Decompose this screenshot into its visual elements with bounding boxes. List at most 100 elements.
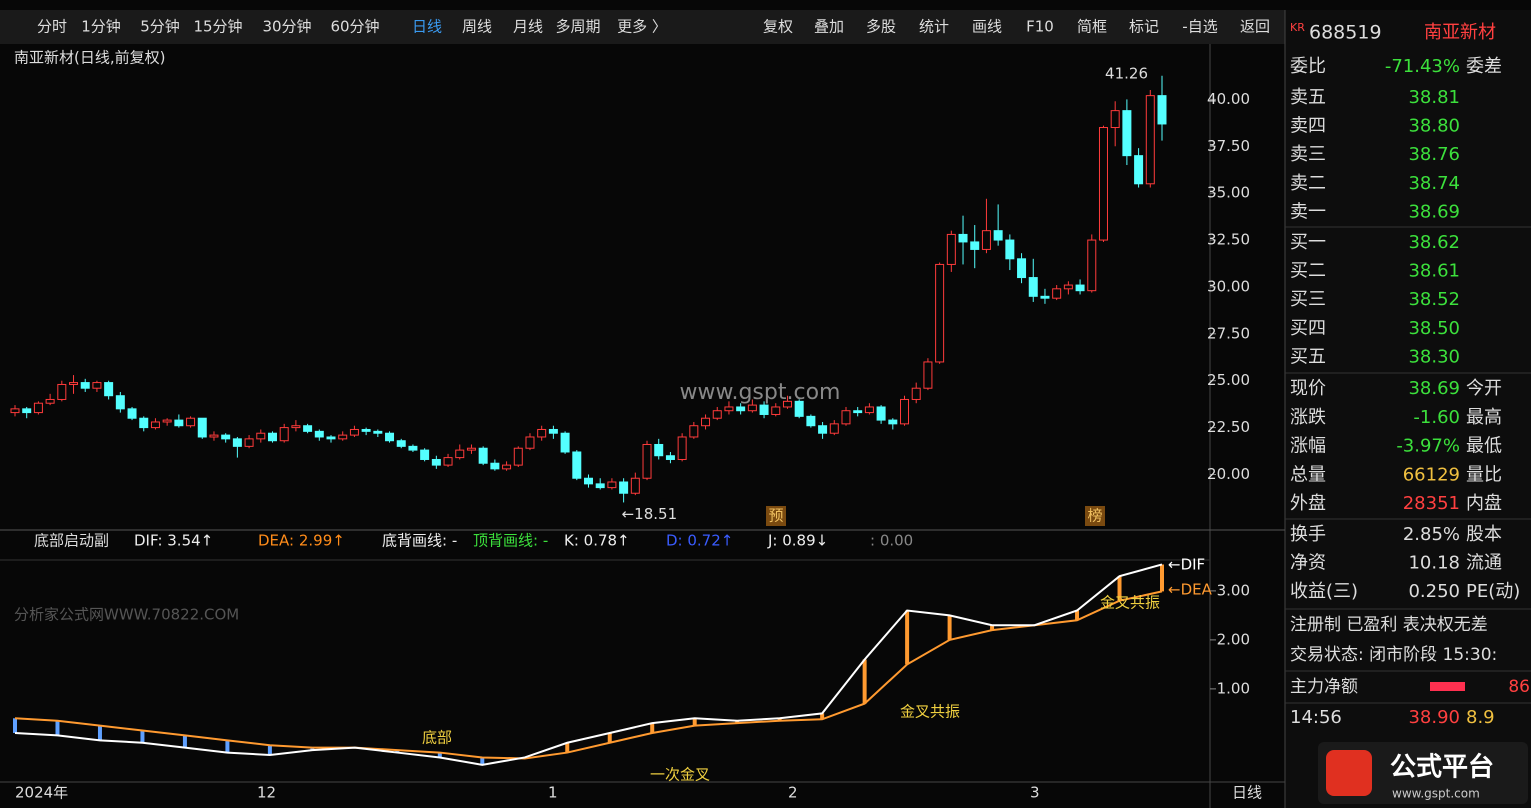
- toolbar-button[interactable]: 画线: [972, 18, 1002, 36]
- candle-body: [326, 436, 336, 440]
- candle-body: [1145, 95, 1155, 185]
- quote-cell: 38.74: [1408, 173, 1460, 194]
- candle-body: [373, 430, 383, 434]
- x-tick-label: 1: [548, 784, 558, 802]
- candle-body: [794, 400, 804, 417]
- quote-cell: 买五: [1290, 346, 1326, 367]
- quote-cell: 66129: [1403, 464, 1460, 485]
- signal-label: 底部: [422, 729, 452, 747]
- event-marker-bg: [766, 506, 786, 526]
- candle-body: [221, 434, 231, 440]
- quote-cell: 卖一: [1290, 201, 1326, 222]
- toolbar-button[interactable]: 1分钟: [81, 18, 121, 36]
- toolbar-button[interactable]: 更多 〉: [617, 18, 667, 36]
- candle-body: [642, 443, 652, 479]
- candle-body: [911, 387, 921, 400]
- quote-cell: 涨幅: [1290, 436, 1326, 457]
- candle-body: [1122, 110, 1132, 157]
- y-tick-label: 2.00: [1217, 630, 1250, 648]
- candle-body: [1017, 258, 1027, 279]
- signal-label: 一次金叉: [650, 766, 710, 784]
- candle-body: [736, 406, 746, 412]
- watermark: 分析家公式网WWW.70822.COM: [14, 606, 239, 624]
- quote-cell: 换手: [1290, 524, 1326, 545]
- toolbar-button[interactable]: 5分钟: [140, 18, 180, 36]
- candle-body: [701, 417, 711, 427]
- indicator-name: 底部启动副: [34, 532, 109, 550]
- toolbar: [0, 10, 1531, 44]
- toolbar-button[interactable]: 月线: [513, 18, 543, 36]
- candle-body: [958, 233, 968, 243]
- y-tick-label: 32.50: [1207, 231, 1250, 249]
- low-label: ←18.51: [622, 505, 678, 523]
- candle-body: [1098, 127, 1108, 241]
- candle-body: [162, 419, 172, 423]
- candle-body: [513, 447, 523, 466]
- quote-cell: 今开: [1466, 378, 1502, 399]
- quote-cell: 28351: [1403, 493, 1460, 514]
- candle-body: [1110, 110, 1120, 129]
- line-label: ←DIF: [1168, 556, 1205, 574]
- stock-code: 688519: [1309, 22, 1382, 44]
- candle-body: [900, 398, 910, 425]
- toolbar-button[interactable]: 多股: [866, 18, 896, 36]
- toolbar-button[interactable]: 15分钟: [193, 18, 242, 36]
- candle-body: [806, 415, 816, 427]
- candle-body: [174, 419, 184, 427]
- candle-body: [314, 430, 324, 438]
- toolbar-button[interactable]: 分时: [37, 18, 67, 36]
- quote-cell: 委差: [1466, 56, 1502, 77]
- candle-body: [619, 481, 629, 494]
- candle-body: [841, 410, 851, 425]
- x-tick-label: 3: [1030, 784, 1040, 802]
- toolbar-button[interactable]: 多周期: [555, 18, 600, 36]
- toolbar-button[interactable]: 复权: [763, 18, 793, 36]
- toolbar-button[interactable]: 统计: [919, 18, 949, 36]
- toolbar-button[interactable]: 返回: [1240, 18, 1270, 36]
- quote-cell: 38.69: [1408, 201, 1460, 222]
- candle-body: [150, 421, 160, 429]
- candle-body: [104, 382, 114, 397]
- market-tag: KR: [1290, 21, 1305, 34]
- quote-cell: 0.250: [1408, 581, 1460, 602]
- period-label: 日线: [1232, 784, 1262, 802]
- toolbar-button[interactable]: 日线: [412, 18, 442, 36]
- candle-body: [338, 434, 348, 440]
- toolbar-button[interactable]: 60分钟: [330, 18, 379, 36]
- toolbar-button[interactable]: 标记: [1129, 18, 1159, 36]
- candle-body: [1040, 295, 1050, 299]
- toolbar-button[interactable]: 简框: [1077, 18, 1107, 36]
- toolbar-button[interactable]: -自选: [1182, 18, 1217, 36]
- quote-cell: 38.50: [1408, 318, 1460, 339]
- candle-body: [349, 428, 359, 436]
- toolbar-button[interactable]: 叠加: [814, 18, 844, 36]
- quote-cell: 股本: [1466, 524, 1502, 545]
- toolbar-button[interactable]: 周线: [462, 18, 492, 36]
- toolbar-button[interactable]: F10: [1026, 18, 1054, 36]
- high-label: 41.26: [1105, 64, 1148, 82]
- candle-body: [197, 417, 207, 438]
- quote-cell: 买四: [1290, 318, 1326, 339]
- quote-cell: 38.81: [1408, 87, 1460, 108]
- candle-body: [139, 417, 149, 429]
- quote-cell: 买二: [1290, 261, 1326, 282]
- candle-body: [560, 432, 570, 453]
- candle-body: [981, 230, 991, 250]
- candle-body: [502, 464, 512, 470]
- quote-cell: 外盘: [1290, 493, 1326, 514]
- quote-cell: 38.80: [1408, 116, 1460, 137]
- stock-name: 南亚新材: [1424, 22, 1496, 43]
- quote-cell: -71.43%: [1385, 56, 1460, 77]
- quote-cell: 卖三: [1290, 144, 1326, 165]
- quote-cell: 38.76: [1408, 144, 1460, 165]
- toolbar-button[interactable]: 30分钟: [262, 18, 311, 36]
- candle-body: [385, 432, 395, 442]
- candle-body: [654, 443, 664, 457]
- quote-cell: 38.62: [1408, 232, 1460, 253]
- quote-cell: 买一: [1290, 232, 1326, 253]
- candle-body: [771, 406, 781, 415]
- candle-body: [677, 436, 687, 460]
- x-tick-label: 12: [257, 784, 276, 802]
- quote-cell: 涨跌: [1290, 407, 1326, 428]
